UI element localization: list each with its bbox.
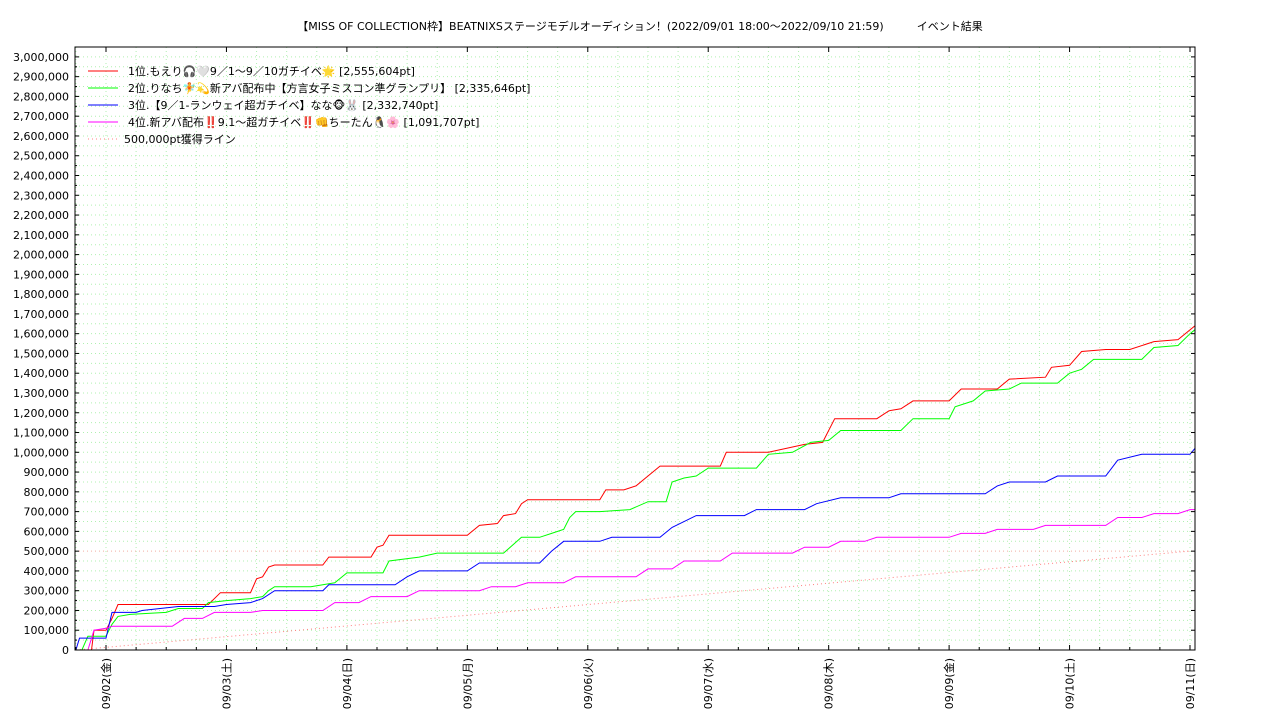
y-tick-label: 1,000,000 (13, 446, 69, 459)
legend-label-3: 3位.【9／1-ランウェイ超ガチイベ】なな🐵🐰 [2,332,740pt] (128, 98, 438, 112)
x-tick-label: 09/07(水) (702, 658, 715, 709)
y-tick-label: 2,900,000 (13, 71, 69, 84)
y-tick-label: 1,500,000 (13, 347, 69, 360)
y-tick-label: 2,200,000 (13, 209, 69, 222)
x-tick-label: 09/11(日) (1184, 658, 1197, 709)
y-tick-label: 1,900,000 (13, 268, 69, 281)
y-tick-label: 2,100,000 (13, 229, 69, 242)
series-line-4 (75, 434, 1196, 651)
legend-label-5: 500,000pt獲得ライン (124, 133, 236, 146)
series-line-5 (75, 550, 1191, 651)
y-tick-label: 600,000 (24, 525, 70, 538)
y-tick-label: 0 (62, 644, 69, 657)
x-tick-label: 09/05(月) (461, 658, 474, 709)
y-tick-label: 1,700,000 (13, 308, 69, 321)
x-tick-label: 09/04(日) (341, 658, 354, 709)
legend-label-2: 2位.りなち🧚💫新アバ配布中【方言女子ミスコン準グランプリ】 [2,335,64… (128, 81, 530, 96)
y-tick-label: 2,800,000 (13, 90, 69, 103)
y-tick-label: 3,000,000 (13, 51, 69, 64)
y-tick-label: 500,000 (24, 545, 70, 558)
y-tick-label: 100,000 (24, 624, 70, 637)
y-tick-label: 200,000 (24, 604, 70, 617)
y-tick-label: 700,000 (24, 506, 70, 519)
y-tick-label: 1,800,000 (13, 288, 69, 301)
x-tick-label: 09/10(土) (1064, 658, 1077, 709)
plot-frame (74, 46, 1196, 651)
series-line-2 (75, 188, 1196, 651)
y-tick-label: 2,300,000 (13, 189, 69, 202)
y-tick-label: 1,200,000 (13, 407, 69, 420)
x-tick-label: 09/08(木) (823, 658, 836, 709)
legend-label-4: 4位.新アバ配布‼️9.1〜超ガチイベ‼️👊ちーたん🐧🌸 [1,091,707p… (128, 115, 479, 129)
series-lines (75, 144, 1196, 651)
x-tick-label: 09/06(火) (582, 658, 595, 709)
y-tick-label: 2,400,000 (13, 170, 69, 183)
y-tick-label: 2,500,000 (13, 150, 69, 163)
y-tick-label: 400,000 (24, 565, 70, 578)
y-tick-label: 800,000 (24, 486, 70, 499)
y-tick-label: 1,600,000 (13, 328, 69, 341)
y-tick-label: 1,400,000 (13, 367, 69, 380)
y-tick-label: 1,300,000 (13, 387, 69, 400)
axes: 0 100,000 200,000 300,000 400,000 500,000 600,… (13, 46, 1197, 709)
y-tick-label: 900,000 (24, 466, 70, 479)
y-tick-label: 2,600,000 (13, 130, 69, 143)
series-line-1 (75, 144, 1196, 651)
x-tick-label: 09/02(金) (99, 658, 113, 709)
x-tick-label: 09/03(土) (220, 658, 233, 709)
y-tick-label: 1,100,000 (13, 427, 69, 440)
grid (75, 47, 1195, 650)
chart-title: 【MISS OF COLLECTION枠】BEATNIXSステージモデルオーディ… (297, 20, 983, 33)
legend: 1位.もえり🎧🤍9／1〜9／10ガチイベ🌟 [2,555,604pt] 2位.りな… (88, 64, 530, 146)
y-tick-label: 300,000 (24, 585, 70, 598)
legend-label-1: 1位.もえり🎧🤍9／1〜9／10ガチイベ🌟 [2,555,604pt] (128, 64, 415, 78)
x-tick-label: 09/09(金) (942, 658, 956, 709)
y-tick-label: 2,000,000 (13, 249, 69, 262)
y-tick-label: 2,700,000 (13, 110, 69, 123)
